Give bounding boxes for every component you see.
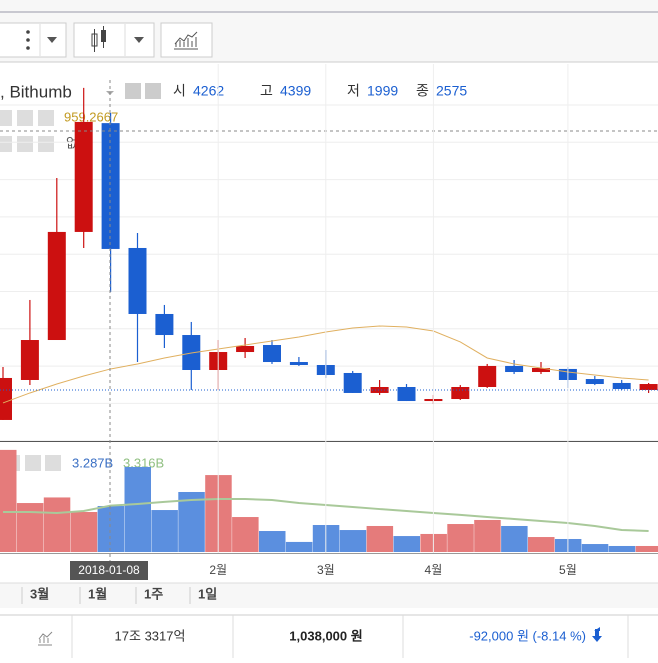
candle-body: [370, 387, 389, 393]
candle-body: [343, 372, 362, 393]
indicator-button[interactable]: [160, 22, 213, 58]
candle-body: [585, 379, 604, 385]
period-button[interactable]: 3월: [30, 586, 49, 601]
volume-bar: [474, 519, 501, 552]
volume-bar: [635, 545, 658, 552]
eye-icon[interactable]: [125, 83, 141, 99]
candle-body: [397, 387, 416, 402]
x-tick-label: 2월: [209, 563, 227, 577]
candle-type-button[interactable]: [73, 22, 155, 58]
period-bar: [0, 583, 658, 608]
legend-value: 1999: [367, 83, 398, 99]
x-tick-label: 4월: [425, 563, 443, 577]
volume-bar: [285, 541, 313, 552]
legend-label: 고: [260, 83, 273, 99]
volume-bar: [16, 503, 44, 552]
volume-bar: [528, 537, 555, 552]
stats-icon: [38, 631, 53, 646]
volume-bar: [501, 525, 528, 552]
volume-bar: [43, 497, 71, 552]
candle-body: [639, 384, 658, 390]
menu-button[interactable]: [0, 22, 67, 58]
price-change: -92,000 원 (-8.14 %): [469, 628, 586, 643]
candle-body: [612, 382, 631, 390]
candle-body: [451, 387, 470, 400]
gear-icon[interactable]: [145, 83, 161, 99]
candle-body: [155, 313, 174, 336]
candle-body: [101, 123, 120, 249]
volume-bar: [151, 510, 178, 552]
volume-bar: [447, 524, 474, 552]
candle-body: [20, 340, 39, 380]
x-tick-label: 5월: [559, 563, 577, 577]
legend-label: 저: [347, 83, 360, 99]
candle-body: [47, 231, 66, 341]
legend-label: 종: [416, 83, 429, 99]
volume-bar: [70, 511, 98, 552]
period-button[interactable]: 1주: [144, 586, 163, 601]
volume-bar: [124, 466, 151, 552]
volume-bar: [97, 506, 125, 552]
period-button[interactable]: 1월: [88, 586, 107, 601]
candle-body: [478, 365, 497, 388]
period-button[interactable]: 1일: [198, 586, 217, 601]
legend-value: 4262: [193, 83, 224, 99]
indicator-value: 959.2667: [64, 109, 118, 124]
volume-bar: [393, 536, 420, 552]
down-arrow: [592, 627, 602, 642]
volume-average: 3.316B: [123, 455, 164, 470]
market-name: , Bithumb: [0, 82, 72, 101]
candle-body: [74, 121, 93, 232]
candle-body: [289, 362, 308, 365]
candle-body: [236, 345, 255, 353]
candle-body: [532, 367, 550, 373]
footer: [0, 615, 658, 658]
volume-bar: [0, 449, 17, 552]
legend-value: 2575: [436, 83, 467, 99]
volume-bar: [178, 491, 205, 552]
volume-bar: [581, 544, 609, 552]
volume-value: 3.287B: [72, 455, 113, 470]
volume-bar: [608, 545, 636, 552]
legend-label: 시: [173, 83, 186, 99]
x-tick-label: 3월: [317, 563, 335, 577]
candle-body: [128, 247, 147, 314]
volume-bar: [259, 531, 286, 552]
crosshair-date: 2018-01-08: [78, 563, 140, 577]
candle-body: [263, 345, 281, 363]
volume-bar: [232, 517, 259, 552]
current-price: 1,038,000 원: [289, 628, 362, 643]
crosshair-date-box: [70, 561, 148, 580]
volume-bar: [339, 530, 367, 552]
volume-bar: [366, 525, 394, 552]
legend-value: 4399: [280, 83, 311, 99]
trade-amount: 17조 3317억: [115, 628, 186, 643]
candle-body: [505, 365, 524, 373]
candle-body: [0, 377, 12, 420]
